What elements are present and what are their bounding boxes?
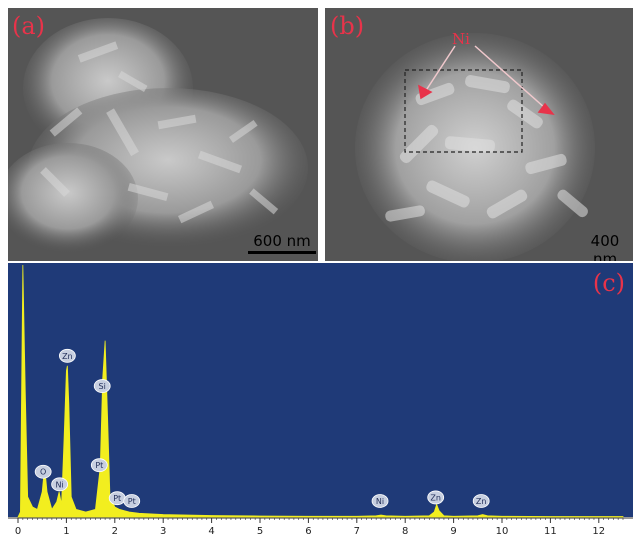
spectrum-series-0 [17, 264, 624, 518]
panel-label-c: (c) [592, 269, 625, 297]
scale-bar-a-line [248, 251, 316, 254]
scale-bar-b-text: 400 nm [590, 232, 620, 261]
peak-label-zn-9: Zn [472, 494, 490, 508]
peak-label-badge [427, 490, 445, 505]
x-tick-label: 4 [208, 526, 214, 537]
x-tick-label: 8 [402, 526, 408, 537]
x-tick-label: 12 [592, 526, 605, 537]
peak-label-text: Ni [376, 497, 384, 506]
peak-label-badge [58, 348, 76, 363]
x-tick-label: 5 [257, 526, 263, 537]
panel-label-b: (b) [330, 12, 365, 40]
peak-label-o-0: O [34, 464, 52, 479]
selection-box [404, 69, 523, 153]
peak-label-badge [34, 464, 52, 479]
sem-image-a-graphic [8, 8, 318, 261]
peak-label-pt-6: Pt [123, 494, 141, 508]
x-tick-label: 0 [15, 526, 21, 537]
peak-label-badge [51, 477, 69, 492]
peak-label-badge [93, 379, 111, 393]
x-tick-label: 1 [63, 526, 69, 537]
eds-spectrum-panel: O Ni Zn Pt Si Pt Pt Ni Zn Zn 0 1 2 3 4 5 6 7 8 9 10 11 12 (c) [8, 263, 633, 537]
peak-label-badge [123, 494, 141, 508]
peak-label-text: Pt [113, 494, 121, 503]
peak-label-ni-7: Ni [371, 494, 389, 508]
peak-label-text: O [40, 468, 46, 477]
peak-label-pt-3: Pt [90, 458, 108, 473]
peak-label-zn-8: Zn [427, 490, 445, 505]
x-tick-label: 9 [450, 526, 456, 537]
peak-label-text: Pt [95, 461, 103, 470]
peak-label-badge [90, 458, 108, 473]
peak-label-badge [371, 494, 389, 508]
scale-bar-a: 600 nm [248, 232, 316, 254]
peak-label-text: Zn [430, 493, 441, 502]
x-tick-label: 11 [544, 526, 557, 537]
peak-label-zn-2: Zn [58, 348, 76, 363]
sem-image-b-graphic [325, 8, 633, 261]
peak-label-text: Pt [128, 497, 136, 506]
x-tick-label: 3 [160, 526, 166, 537]
peak-label-text: Ni [56, 480, 64, 489]
peak-label-pt-5: Pt [108, 491, 126, 506]
annotation-arrows [418, 45, 555, 116]
annotation-ni: Ni [452, 30, 470, 48]
sem-image-a: (a) 600 nm [8, 8, 318, 261]
scale-bar-b: 400 nm [577, 232, 633, 261]
scale-bar-a-text: 600 nm [253, 232, 311, 250]
plot-background [8, 263, 633, 517]
x-tick-label: 7 [354, 526, 360, 537]
x-tick-label: 2 [112, 526, 118, 537]
peak-label-text: Zn [62, 352, 73, 361]
peak-label-text: Zn [476, 497, 487, 506]
sem-image-b: (b) Ni 400 nm [325, 8, 633, 261]
peak-label-badge [472, 494, 490, 508]
peak-label-si-4: Si [93, 379, 111, 393]
peak-label-ni-1: Ni [51, 477, 69, 492]
panel-label-a: (a) [12, 12, 46, 40]
peak-label-text: Si [99, 382, 106, 391]
x-tick-label: 6 [305, 526, 311, 537]
x-tick-label: 10 [496, 526, 509, 537]
